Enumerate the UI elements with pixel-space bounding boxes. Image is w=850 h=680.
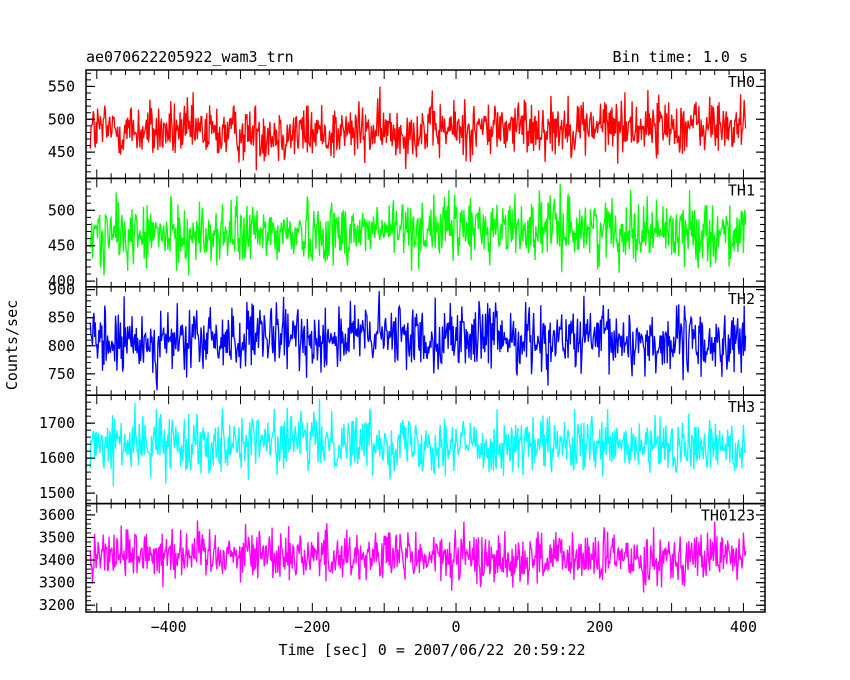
panel-th2: 750 800 850 900 TH2 (48, 281, 766, 396)
panel-th0123: 3200 3300 3400 3500 3600 TH0123 (39, 502, 766, 614)
series-line-th2 (89, 291, 747, 391)
y-tick-label: 550 (48, 77, 75, 95)
x-tick-label: 400 (730, 618, 757, 636)
y-tick-label: 750 (48, 365, 75, 383)
y-tick-label: 850 (48, 309, 75, 327)
y-tick-label: 500 (48, 110, 75, 128)
y-tick-label: 450 (48, 237, 75, 255)
y-tick-label: 450 (48, 143, 75, 161)
y-tick-label: 1600 (39, 449, 75, 467)
panel-label: TH3 (728, 398, 755, 416)
series-line-th0123 (89, 520, 747, 593)
y-tick-label: 3600 (39, 506, 75, 524)
panel-label: TH1 (728, 181, 755, 199)
chart-title-right: Bin time: 1.0 s (613, 48, 748, 66)
y-tick-label: 3400 (39, 551, 75, 569)
y-tick-label: 3300 (39, 574, 75, 592)
panel-th0: 450 500 550 TH0 (48, 69, 766, 180)
y-tick-label: 800 (48, 337, 75, 355)
series-line-th1 (89, 183, 747, 276)
panel-th1: 400 450 500 TH1 (48, 177, 766, 290)
y-axis-label: Counts/sec (3, 300, 21, 390)
x-tick-label: 200 (586, 618, 613, 636)
y-tick-label: 400 (48, 272, 75, 290)
y-tick-label: 3200 (39, 596, 75, 614)
series-line-th0 (89, 86, 747, 171)
x-tick-label: −200 (294, 618, 330, 636)
panels-layer: 450 500 550 TH0 400 450 500 TH1 750 800 850 900 TH2 1… (39, 69, 766, 614)
x-tick-label: −400 (151, 618, 187, 636)
panel-th3: 1500 1600 1700 TH3 (39, 394, 766, 505)
x-axis-label: Time [sec] 0 = 2007/06/22 20:59:22 (278, 641, 585, 659)
panel-label: TH0123 (701, 507, 755, 525)
panel-label: TH0 (728, 73, 755, 91)
chart-title-left: ae070622205922_wam3_trn (86, 48, 294, 66)
y-tick-label: 1500 (39, 484, 75, 502)
panel-frame (85, 502, 766, 613)
panel-label: TH2 (728, 290, 755, 308)
y-tick-label: 3500 (39, 528, 75, 546)
x-axis: −400 −200 0 200 400 (151, 618, 757, 636)
y-tick-label: 1700 (39, 414, 75, 432)
series-line-th3 (89, 398, 747, 487)
y-tick-label: 900 (48, 281, 75, 299)
y-tick-label: 500 (48, 201, 75, 219)
x-tick-label: 0 (452, 618, 461, 636)
